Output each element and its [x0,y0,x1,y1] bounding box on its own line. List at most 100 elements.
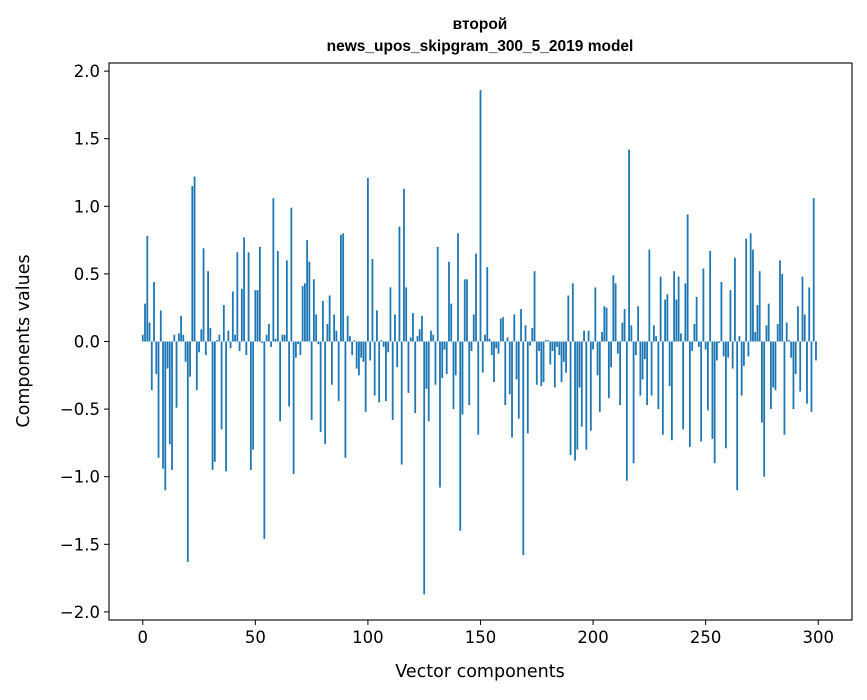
bar [342,233,345,342]
bar [580,341,583,427]
plot-frame [108,62,853,621]
bar [360,341,363,358]
bar [400,341,403,465]
bar [391,341,394,420]
bar [779,260,781,342]
y-tick-label: 1.0 [74,197,100,216]
bar [234,334,236,342]
bar [371,259,374,342]
bar [308,261,311,342]
bar [267,323,270,342]
bar [256,290,259,342]
bar [691,341,694,351]
y-tick-label: −1.5 [60,535,100,554]
bar [252,341,254,450]
bar [632,341,635,464]
bar [240,288,243,342]
bar [729,290,732,342]
bar [688,341,691,447]
bar [281,334,284,342]
bar [290,207,293,342]
bar [470,341,473,351]
bar [312,279,315,342]
bar [553,341,556,388]
bar [144,303,146,342]
bar [340,234,342,342]
bar [171,341,173,470]
bar [416,336,419,342]
bar [150,341,153,391]
bar [637,306,640,342]
bar [175,341,178,408]
bar [630,325,633,342]
bar [317,341,320,345]
bar [556,341,558,347]
bar [589,341,592,431]
y-tick-label: 1.5 [74,130,100,149]
bar [207,271,209,342]
bar [781,273,784,342]
bar [776,323,779,342]
bar [337,341,340,401]
bar [668,341,671,387]
bar [141,334,144,342]
bar [209,327,212,342]
bar [303,283,306,342]
bar [173,334,176,342]
bar [184,341,187,362]
bar [502,317,504,342]
bar [238,341,241,351]
bar [351,341,354,356]
bar [704,341,707,350]
bar [646,341,649,406]
bar [788,340,790,342]
bar [249,341,252,470]
bar [358,341,360,376]
bar [177,333,180,342]
bar [585,341,588,450]
bar [344,341,347,458]
x-tick-label: 0 [138,628,149,647]
bar [488,338,491,342]
bar [349,336,351,342]
bar [677,276,680,342]
bar [220,341,223,430]
bar [319,341,322,433]
bar [270,341,273,347]
bar [610,341,612,368]
bar [263,341,266,539]
bar [403,188,405,342]
x-tick-label: 250 [690,628,722,647]
bars-group [141,90,817,595]
bar [648,249,651,342]
bar [294,341,297,358]
bar [279,341,282,422]
bar [479,90,482,342]
bar [466,279,468,342]
bar [189,341,191,377]
bar [310,341,313,420]
bar [544,340,547,342]
bar [513,314,516,342]
bar [283,334,286,342]
bar [168,341,171,445]
bar [565,341,567,373]
bar [619,341,621,406]
bar [605,307,608,342]
bar [743,341,745,366]
bar [157,341,160,458]
bar [443,341,446,350]
bar [421,315,423,342]
bar [306,240,309,342]
bar [601,332,603,342]
bar [324,341,327,445]
bar [195,341,198,391]
y-tick-label: −2.0 [60,603,100,622]
bar [463,279,466,342]
bar [524,325,527,342]
bar [578,341,581,388]
bar [758,271,761,342]
bar [535,341,538,385]
bar [376,310,378,342]
